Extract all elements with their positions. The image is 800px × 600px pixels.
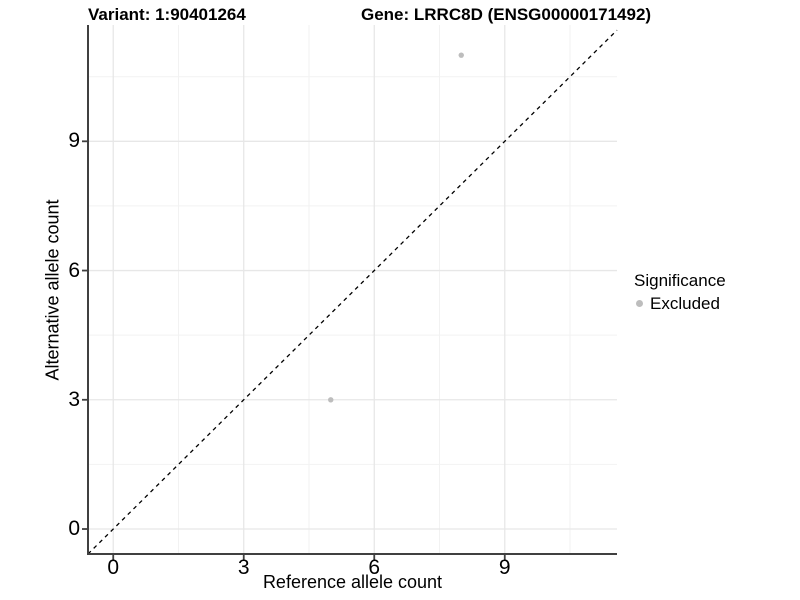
x-tick-label: 9 bbox=[498, 556, 511, 579]
x-axis-title: Reference allele count bbox=[262, 572, 443, 592]
legend-item-excluded: Excluded bbox=[634, 293, 726, 314]
x-tick-label: 6 bbox=[368, 556, 381, 579]
gene-title: Gene: LRRC8D (ENSG00000171492) bbox=[361, 5, 652, 24]
legend-item-label: Excluded bbox=[650, 294, 720, 313]
legend-title: Significance bbox=[634, 271, 726, 290]
legend: Significance Excluded bbox=[634, 270, 726, 314]
data-point bbox=[328, 397, 334, 403]
y-tick-label: 3 bbox=[68, 387, 80, 411]
x-tick-label: 3 bbox=[237, 556, 250, 579]
y-tick-label: 9 bbox=[68, 129, 80, 153]
y-tick-label: 0 bbox=[68, 517, 80, 540]
variant-title: Variant: 1:90401264 bbox=[88, 5, 246, 24]
x-tick-label: 0 bbox=[107, 556, 120, 579]
identity-dashed-line bbox=[87, 29, 618, 555]
y-tick-label: 6 bbox=[68, 258, 80, 282]
y-axis-title: Alternative allele count bbox=[42, 199, 63, 381]
excluded-dot-icon bbox=[636, 300, 643, 307]
data-point bbox=[458, 52, 464, 58]
